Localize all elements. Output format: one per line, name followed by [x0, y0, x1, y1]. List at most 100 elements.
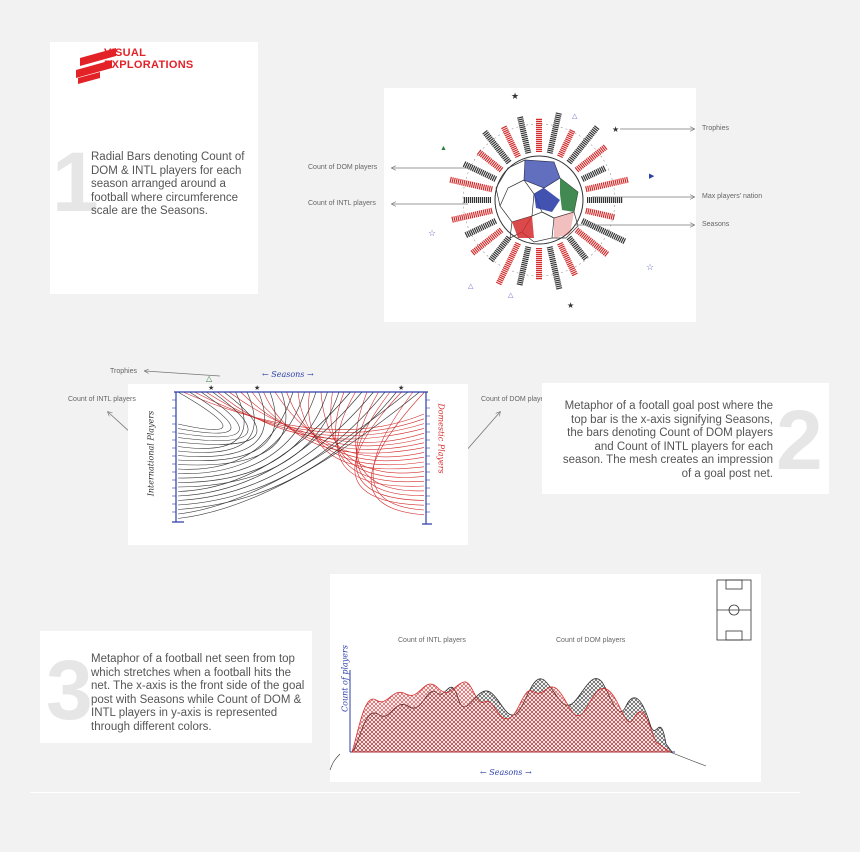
- panel3-number: 3: [46, 643, 93, 737]
- dom-net-line: [263, 391, 425, 454]
- panel3-seasons-label: ← Seasons →: [480, 768, 532, 777]
- panel1-description: Radial Bars denoting Count of DOM & INTL…: [91, 151, 245, 218]
- trophy-triangle-icon: ▲: [440, 145, 447, 152]
- panel2-trophies-annotation: Trophies: [110, 368, 137, 375]
- trophy-star-icon: ★: [254, 384, 260, 392]
- logo-line2: EXPLORATIONS: [104, 59, 194, 71]
- intl-net-line: [177, 391, 249, 441]
- panel2-number: 2: [776, 393, 823, 487]
- dom-radial-bar: [450, 207, 493, 223]
- panel3-description-card: 3 Metaphor of a football net seen from t…: [40, 631, 312, 743]
- intl-radial-bar: [566, 124, 600, 165]
- intl-net-line: [177, 391, 317, 479]
- dom-radial-bar: [557, 241, 579, 277]
- trophy-star-icon: ★: [612, 125, 619, 134]
- intl-net-line: [177, 391, 305, 474]
- dom-radial-bar: [574, 227, 610, 258]
- dom-net-line: [337, 391, 425, 487]
- panel2-intl-axis-label: International Players: [146, 410, 156, 497]
- intl-net-line: [177, 391, 374, 501]
- dom-net-line: [194, 391, 425, 434]
- dom-net-line: [308, 391, 425, 470]
- dom-radial-bar: [448, 176, 493, 193]
- panel2-intl-annotation: Count of INTL players: [68, 396, 136, 403]
- panel1-intl-annotation: Count of INTL players: [308, 200, 376, 207]
- intl-net-line: [177, 391, 265, 457]
- intl-radial-bar: [546, 111, 562, 154]
- dom-net-line: [355, 391, 425, 492]
- trophy-triangle-icon: △: [508, 292, 514, 299]
- dom-players-area: [351, 681, 672, 753]
- panel1-number: 1: [52, 135, 99, 229]
- dom-net-line: [320, 391, 425, 474]
- intl-radial-bar: [580, 218, 627, 245]
- intl-net-line: [177, 391, 294, 470]
- panel1-sketch-card: ★ ★ ☆ ☆ ★ △ ▲ ▶ △ △: [384, 88, 696, 322]
- panel1-max-nation-annotation: Max players' nation: [702, 193, 763, 200]
- intl-net-line: [177, 391, 245, 449]
- panel1-trophies-annotation: Trophies: [702, 125, 729, 132]
- trophy-triangle-icon: ▶: [649, 173, 655, 180]
- intl-net-line: [177, 391, 276, 462]
- intl-net-line: [177, 391, 420, 519]
- intl-radial-bar: [546, 246, 563, 291]
- trophy-triangle-icon: △: [206, 374, 213, 383]
- panel1-seasons-annotation: Seasons: [702, 221, 730, 228]
- intl-radial-bar: [516, 115, 532, 154]
- trophy-star-icon: ☆: [646, 262, 654, 272]
- trophy-star-icon: ★: [398, 384, 404, 392]
- goal-post-sketch: △ ★ ★ ★: [172, 374, 432, 525]
- mini-football-pitch-icon: [716, 579, 752, 641]
- visual-explorations-logo: [76, 48, 116, 84]
- panel2-dom-axis-label: Domestic Players: [436, 403, 446, 474]
- radial-football-sketch: ★ ★ ☆ ☆ ★ △ ▲ ▶ △ △: [428, 91, 655, 310]
- panel3-y-axis-label: Count of players: [340, 645, 350, 712]
- bottom-divider: [30, 792, 800, 793]
- intl-net-line: [177, 391, 258, 445]
- panel2-dom-annotation: Count of DOM players: [481, 396, 551, 403]
- logo-line1: VISUAL: [104, 47, 147, 59]
- intl-net-line: [177, 391, 363, 497]
- panel3-description: Metaphor of a football net seen from top…: [91, 653, 305, 733]
- intl-radial-bar: [463, 218, 498, 239]
- intl-radial-bar: [566, 235, 589, 262]
- panel3-sketch-card: Count of players ← Seasons →: [329, 574, 761, 782]
- trophy-star-icon: ★: [208, 384, 214, 392]
- intl-net-line: [177, 391, 397, 510]
- dom-net-line: [228, 391, 425, 443]
- dom-net-line: [297, 391, 425, 466]
- dom-net-line: [335, 391, 425, 483]
- trophy-star-icon: ★: [511, 91, 519, 101]
- dom-net-line: [356, 391, 425, 496]
- panel2-description-card: 2 Metaphor of a footall goal post where …: [542, 383, 829, 494]
- dom-net-line: [330, 391, 425, 478]
- dom-radial-bar: [557, 128, 576, 159]
- dom-radial-bar: [585, 207, 616, 221]
- intl-net-line: [177, 391, 287, 466]
- dom-net-line: [372, 391, 425, 511]
- dom-radial-bar: [476, 149, 504, 173]
- radial-bars: [448, 111, 630, 291]
- goal-net-mesh: [177, 391, 425, 519]
- trophy-star-icon: ★: [567, 301, 574, 310]
- dom-net-line: [354, 391, 425, 506]
- intl-net-line: [177, 391, 224, 430]
- dom-net-line: [251, 391, 425, 450]
- panel3-dom-annotation: Count of DOM players: [556, 637, 626, 644]
- intl-net-line: [177, 391, 255, 453]
- dom-radial-bar: [585, 176, 630, 193]
- intl-radial-bar: [580, 165, 607, 182]
- panel2-sketch-card: △ ★ ★ ★ ← Seasons → International Player…: [128, 370, 468, 545]
- trophy-triangle-icon: △: [572, 113, 578, 120]
- panel2-description: Metaphor of a footall goal post where th…: [562, 400, 773, 480]
- net-top-view-sketch: [329, 579, 752, 771]
- dom-radial-bar: [495, 241, 521, 286]
- trophy-star-icon: ☆: [428, 228, 436, 238]
- panel3-intl-annotation: Count of INTL players: [398, 637, 466, 644]
- dom-radial-bar: [500, 124, 521, 159]
- dom-radial-bar: [469, 227, 504, 256]
- dom-net-line: [371, 391, 425, 516]
- intl-radial-bar: [516, 246, 532, 287]
- logo-card: VISUAL EXPLORATIONS 1 Radial Bars denoti…: [50, 42, 258, 294]
- intl-net-line: [177, 391, 409, 515]
